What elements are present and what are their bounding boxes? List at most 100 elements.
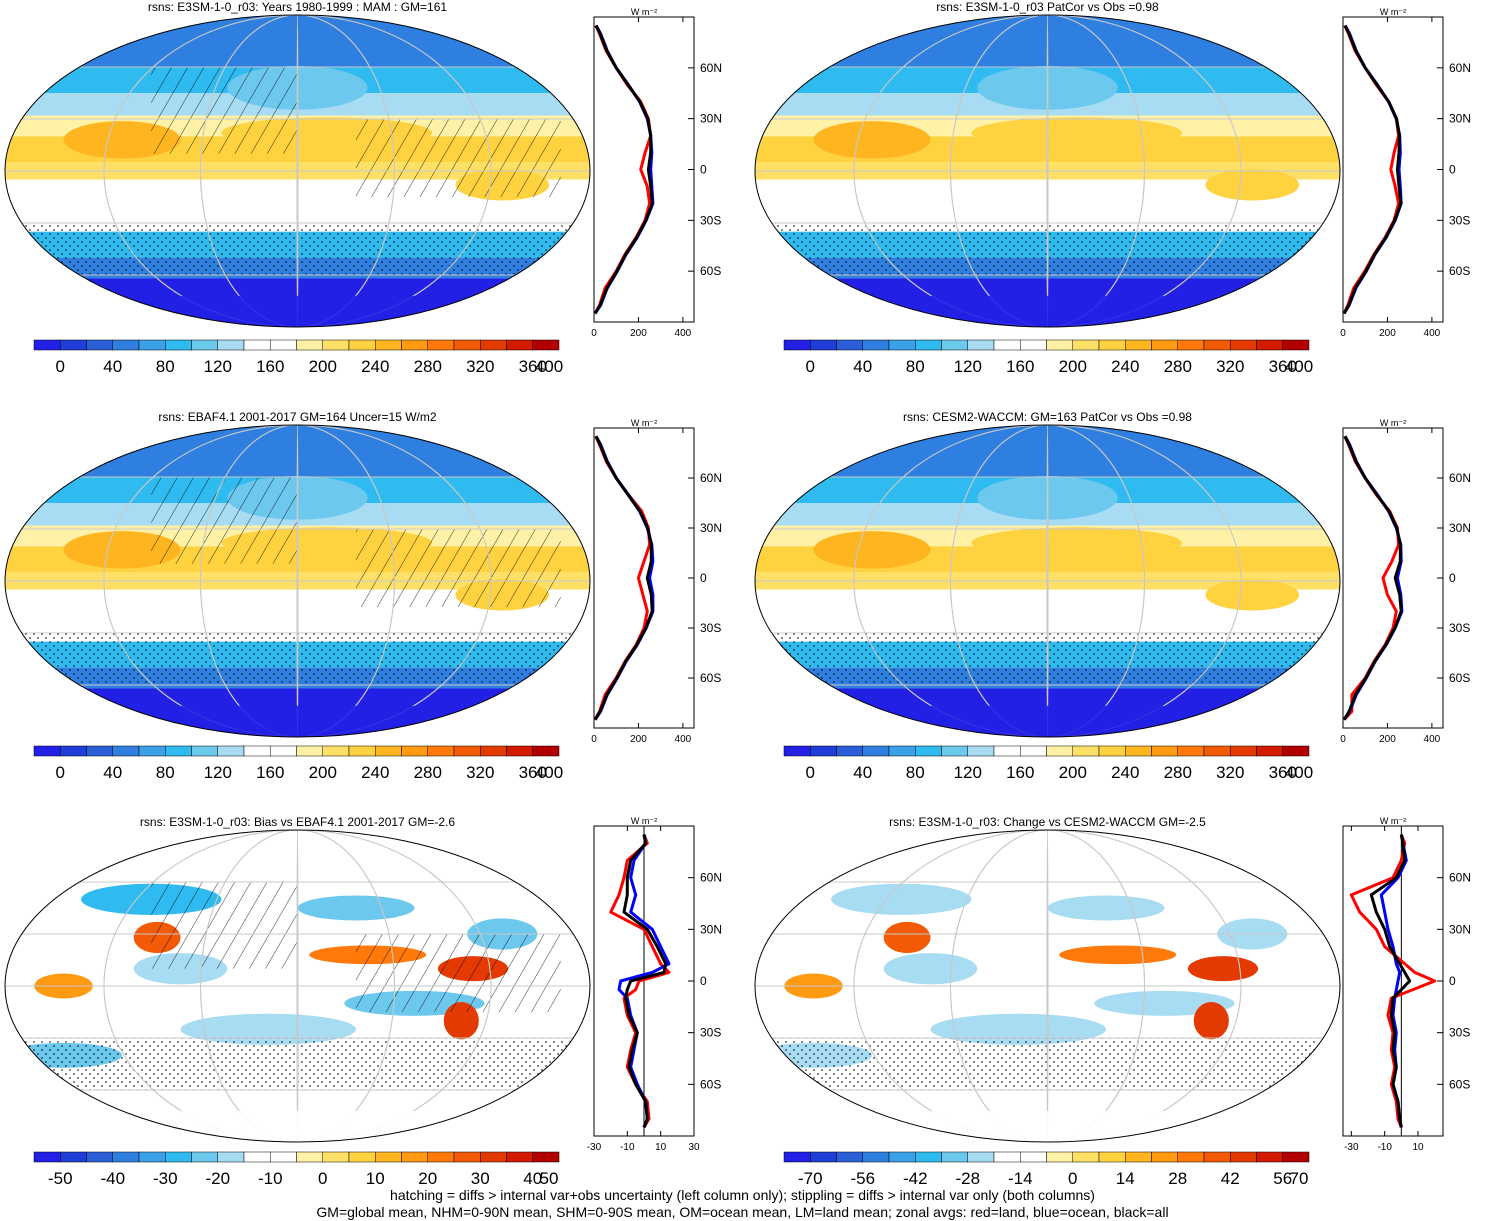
graticule-lon (296, 830, 299, 1142)
colorbar-segment (915, 1151, 942, 1163)
zonal-unit-label: W m⁻² (631, 7, 657, 17)
colorbar-segment (862, 745, 890, 757)
zonal-x-label: 0 (1340, 734, 1346, 745)
zonal-lat-label: 30S (1449, 1026, 1470, 1040)
colorbar-segment (941, 745, 968, 757)
colorbar-tick-label: 280 (414, 357, 442, 376)
colorbar-tick-label: 280 (1164, 763, 1192, 782)
colorbar-segment (810, 1151, 837, 1163)
colorbar-segment (1125, 745, 1152, 757)
zonal-lat-label: 60N (700, 61, 722, 75)
colorbar-segment (506, 745, 533, 757)
colorbar-segment (165, 1151, 192, 1163)
colorbar-tick-label: 40 (103, 763, 122, 782)
zonal-x-label: -30 (587, 1142, 602, 1153)
colorbar-segment (888, 1151, 916, 1163)
colorbar-segment (836, 339, 863, 351)
zonal-frame (1342, 427, 1444, 729)
colorbar-segment (915, 745, 942, 757)
colorbar-segment (1072, 745, 1100, 757)
colorbar-segment (243, 745, 271, 757)
zonal-lat-label: 30S (1449, 621, 1470, 635)
zonal-lat-label: 30S (700, 1026, 721, 1040)
colorbar-segment (165, 339, 192, 351)
colorbar-segment (1230, 339, 1257, 351)
field-patch (813, 531, 931, 569)
colorbar-segment (322, 1151, 350, 1163)
colorbar-tick-label: 240 (1111, 357, 1139, 376)
zonal-lat-label: 30N (1449, 112, 1471, 126)
colorbar-tick-label: 200 (309, 357, 337, 376)
field-patch (971, 527, 1183, 559)
colorbar-segment (1020, 339, 1047, 351)
colorbar-tick-label: -30 (153, 1169, 178, 1188)
colorbar-segment (941, 339, 968, 351)
graticule-lon (103, 15, 492, 327)
colorbar-segment (480, 339, 507, 351)
colorbar-tick-label: 40 (853, 763, 872, 782)
colorbar-segment (217, 339, 245, 351)
colorbar-segment (191, 339, 218, 351)
antarctica (755, 705, 1340, 737)
colorbar-segment (1125, 339, 1152, 351)
panel-title: rsns: E3SM-1-0_r03 PatCor vs Obs =0.98 (936, 0, 1159, 14)
map-field (755, 15, 1340, 327)
colorbar-segment (270, 745, 297, 757)
colorbar-segment (401, 745, 428, 757)
colorbar-segment (810, 745, 837, 757)
colorbar-segment (941, 1151, 968, 1163)
zonal-series-line (1342, 435, 1403, 721)
colorbar-tick-label: 80 (906, 357, 925, 376)
colorbar-segment (33, 1151, 61, 1163)
colorbar-segment (217, 1151, 245, 1163)
zonal-lat-label: 30S (700, 213, 721, 227)
colorbar-segment (783, 339, 811, 351)
zonal-lat-label: 60S (1449, 1077, 1470, 1091)
colorbar-segment (1203, 1151, 1231, 1163)
colorbar-segment (1282, 339, 1310, 351)
colorbar-tick-label: 0 (56, 763, 65, 782)
zonal-x-label: -30 (1344, 1142, 1359, 1153)
colorbar-tick-label: 320 (1216, 763, 1244, 782)
colorbar-segment (783, 745, 811, 757)
zonal-lat-label: 0 (700, 571, 707, 585)
colorbar-segment (506, 1151, 533, 1163)
colorbar-tick-label: 80 (156, 763, 175, 782)
zonal-lat-label: 30S (1449, 213, 1470, 227)
zonal-lat-label: 60N (700, 471, 722, 485)
colorbar-segment (1203, 339, 1231, 351)
zonal-x-label: -10 (1377, 1142, 1392, 1153)
colorbar-segment (1282, 745, 1310, 757)
zonal-x-label: 200 (1379, 734, 1396, 745)
footer-legend-line-2: GM=global mean, NHM=0-90N mean, SHM=0-90… (316, 1204, 1169, 1220)
zonal-lat-label: 60N (1449, 871, 1471, 885)
zonal-series-line (1349, 834, 1437, 1128)
colorbar-segment (348, 745, 376, 757)
field-patch (930, 1013, 1106, 1045)
zonal-x-label: 400 (1424, 328, 1441, 339)
graticule-lon (853, 425, 1242, 737)
zonal-lat-label: 60S (700, 1077, 721, 1091)
zonal-series-line (622, 834, 668, 1128)
colorbar-segment (993, 339, 1021, 351)
colorbar-segment (836, 1151, 863, 1163)
antarctica (5, 295, 590, 327)
colorbar-tick-label: 80 (156, 357, 175, 376)
zonal-lat-label: 30N (1449, 922, 1471, 936)
colorbar-tick-label: 14 (1116, 1169, 1135, 1188)
zonal-lat-label: 0 (1449, 163, 1456, 177)
colorbar-tick-label: 280 (1164, 357, 1192, 376)
colorbar-segment (1256, 339, 1283, 351)
colorbar-segment (453, 1151, 481, 1163)
colorbar-segment (1256, 745, 1283, 757)
footer-legend-line-1: hatching = diffs > internal var+obs unce… (390, 1187, 1095, 1203)
colorbar-tick-label: 400 (535, 357, 563, 376)
colorbar-tick-label: 120 (954, 357, 982, 376)
colorbar-tick-label: -50 (48, 1169, 73, 1188)
zonal-x-label: 30 (688, 1142, 700, 1153)
colorbar-tick-label: 28 (1168, 1169, 1187, 1188)
hatch-overlay (151, 67, 298, 154)
field-patch (883, 921, 931, 954)
colorbar-tick-label: 40 (523, 1169, 542, 1188)
zonal-series-line (1369, 834, 1412, 1128)
